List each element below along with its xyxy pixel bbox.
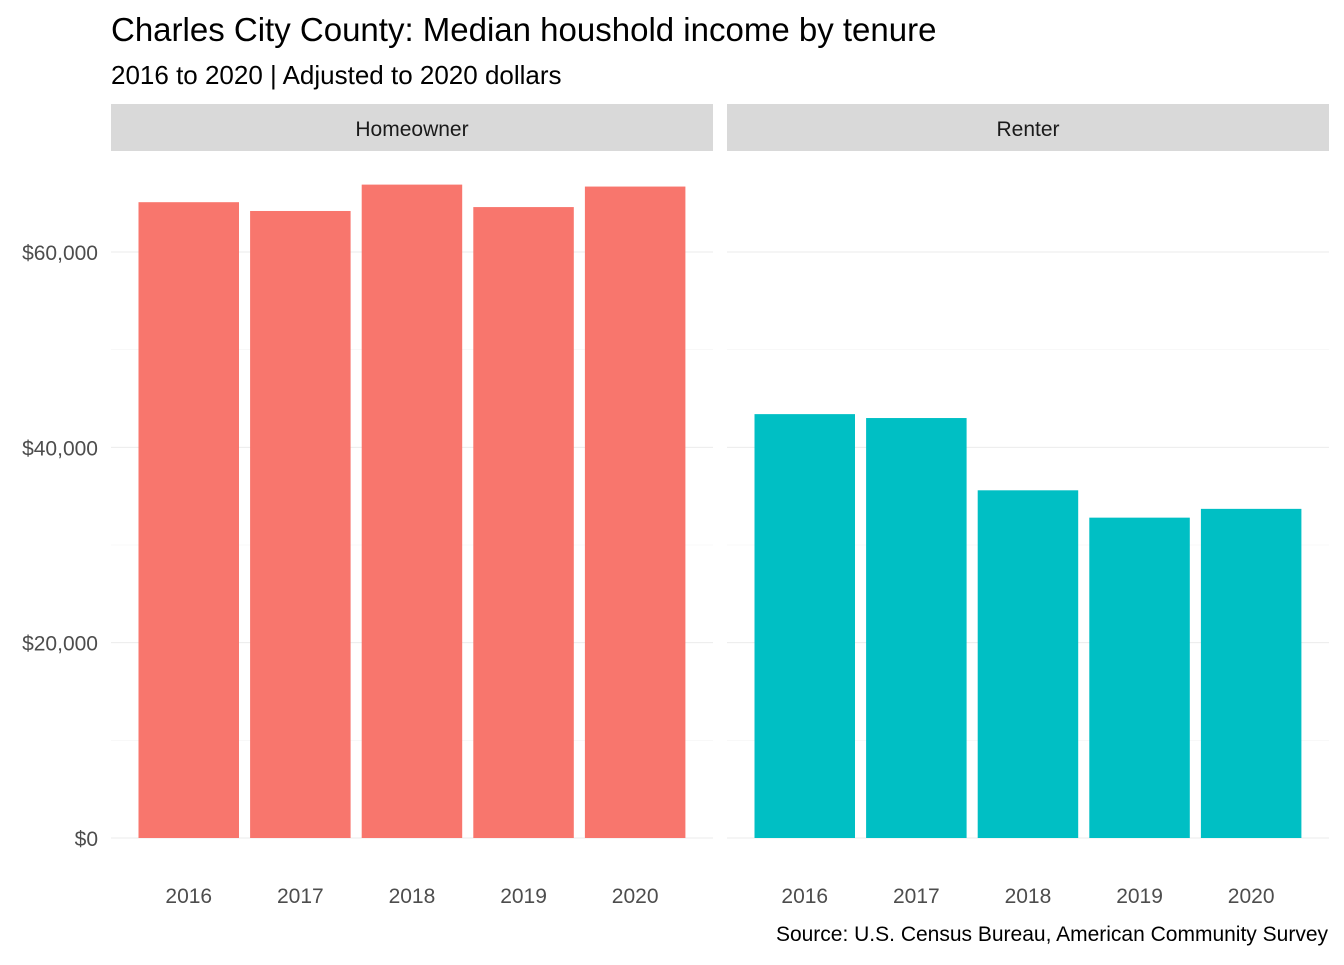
bar-homeowner-2019	[473, 207, 574, 838]
x-tick-label: 2016	[781, 885, 828, 908]
x-tick-label: 2018	[389, 885, 436, 908]
facet-strip-label: Renter	[996, 118, 1059, 141]
x-tick-label: 2016	[165, 885, 212, 908]
y-tick-label: $40,000	[22, 437, 98, 460]
y-tick-label: $60,000	[22, 242, 98, 265]
bar-homeowner-2017	[250, 210, 351, 839]
x-tick-label: 2019	[500, 885, 547, 908]
bar-homeowner-2020	[584, 186, 686, 838]
facet-panel: Renter 2016 2017 2018 2019 2020	[727, 104, 1329, 908]
bar-renter-2020	[1200, 508, 1302, 838]
chart-caption: Source: U.S. Census Bureau, American Com…	[776, 923, 1329, 946]
y-tick-label: $20,000	[22, 633, 98, 656]
facet-panel: Homeowner 2016 2017 2018 2019 2020	[111, 104, 713, 908]
facet-strip-label: Homeowner	[355, 118, 468, 141]
x-tick-label: 2017	[893, 885, 940, 908]
x-tick-label: 2018	[1005, 885, 1052, 908]
facet-strip	[727, 104, 1329, 151]
plot-area: $0 $20,000 $40,000 $60,000 Homeowner 2016 2017…	[22, 104, 1329, 908]
bar-homeowner-2016	[138, 202, 239, 838]
bar-homeowner-2018	[361, 184, 463, 839]
y-tick-label: $0	[75, 828, 98, 851]
bar-renter-2016	[754, 414, 855, 838]
chart-title: Charles City County: Median houshold inc…	[111, 11, 936, 48]
facet-strip	[111, 104, 713, 151]
x-tick-label: 2017	[277, 885, 324, 908]
chart-subtitle: 2016 to 2020 | Adjusted to 2020 dollars	[111, 60, 562, 90]
x-tick-label: 2019	[1116, 885, 1163, 908]
x-tick-label: 2020	[1228, 885, 1275, 908]
bar-renter-2017	[866, 418, 967, 838]
bar-renter-2018	[977, 490, 1079, 838]
bar-renter-2019	[1089, 517, 1190, 838]
x-tick-label: 2020	[612, 885, 659, 908]
